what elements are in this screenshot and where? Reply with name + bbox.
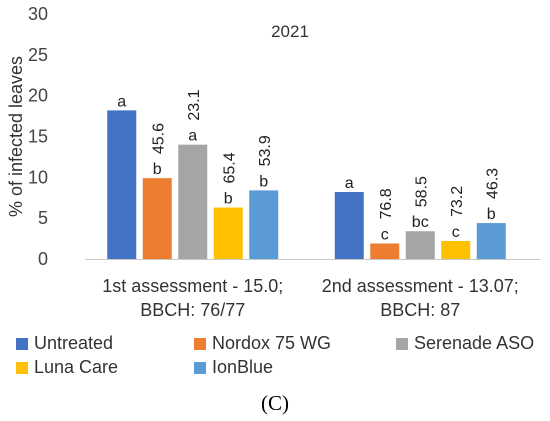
legend-swatch <box>16 338 28 350</box>
legend-swatch <box>194 338 206 350</box>
efficacy-label: 76.8 <box>378 188 395 219</box>
legend-swatch <box>194 362 206 374</box>
significance-letter: c <box>452 224 460 241</box>
legend-item: Luna Care <box>16 357 118 378</box>
efficacy-label: 46.3 <box>484 168 501 199</box>
legend-swatch <box>396 338 408 350</box>
bar-serenade-aso <box>178 145 207 259</box>
y-tick-label: 15 <box>28 127 48 147</box>
bar-chart: % of infected leaves 0 5 10 15 20 25 30 2021 a a b 4… <box>0 0 550 330</box>
y-tick-label: 5 <box>38 208 48 228</box>
legend-label: Serenade ASO <box>414 333 534 354</box>
bar-nordox-75-wg <box>370 243 399 259</box>
y-tick-label: 25 <box>28 45 48 65</box>
y-tick-label: 10 <box>28 167 48 187</box>
significance-letter: a <box>345 175 354 192</box>
efficacy-label: 45.6 <box>150 123 167 154</box>
y-axis-title: % of infected leaves <box>6 56 26 217</box>
legend-swatch <box>16 362 28 374</box>
significance-letter: b <box>224 191 233 208</box>
legend-item: Serenade ASO <box>396 333 534 354</box>
legend-label: Nordox 75 WG <box>212 333 331 354</box>
panel-label: (C) <box>0 391 550 416</box>
legend-item: Untreated <box>16 333 113 354</box>
bar-nordox-75-wg <box>143 178 172 259</box>
significance-letter: b <box>153 161 162 178</box>
efficacy-label: 73.2 <box>449 186 466 217</box>
significance-letter: a <box>117 93 126 110</box>
y-tick-label: 30 <box>28 4 48 24</box>
category-label: 2nd assessment - 13.07; <box>322 276 519 296</box>
efficacy-label: 65.4 <box>221 152 238 183</box>
legend-label: Luna Care <box>34 357 118 378</box>
bar-luna-care <box>214 208 243 259</box>
bar-ionblue <box>477 223 506 259</box>
legend-label: IonBlue <box>212 357 273 378</box>
legend: Untreated Nordox 75 WG Serenade ASO Luna Ca… <box>8 330 548 386</box>
efficacy-label: 53.9 <box>257 135 274 166</box>
category-label: BBCH: 76/77 <box>140 300 245 320</box>
y-tick-label: 20 <box>28 86 48 106</box>
y-tick-label: 0 <box>38 249 48 269</box>
category-label: 1st assessment - 15.0; <box>102 276 283 296</box>
efficacy-label: 58.5 <box>413 176 430 207</box>
significance-letter: bc <box>412 214 429 231</box>
legend-label: Untreated <box>34 333 113 354</box>
bar-serenade-aso <box>406 231 435 259</box>
bar-untreated <box>107 110 136 259</box>
bar-ionblue <box>249 190 278 259</box>
legend-item: Nordox 75 WG <box>194 333 331 354</box>
chart-title: 2021 <box>271 22 309 41</box>
category-label: BBCH: 87 <box>380 300 460 320</box>
significance-letter: a <box>188 128 197 145</box>
bar-untreated <box>335 192 364 259</box>
bar-luna-care <box>441 241 470 259</box>
significance-letter: b <box>487 206 496 223</box>
significance-letter: c <box>381 226 389 243</box>
legend-item: IonBlue <box>194 357 273 378</box>
significance-letter: b <box>259 173 268 190</box>
efficacy-label: 23.1 <box>186 89 203 120</box>
